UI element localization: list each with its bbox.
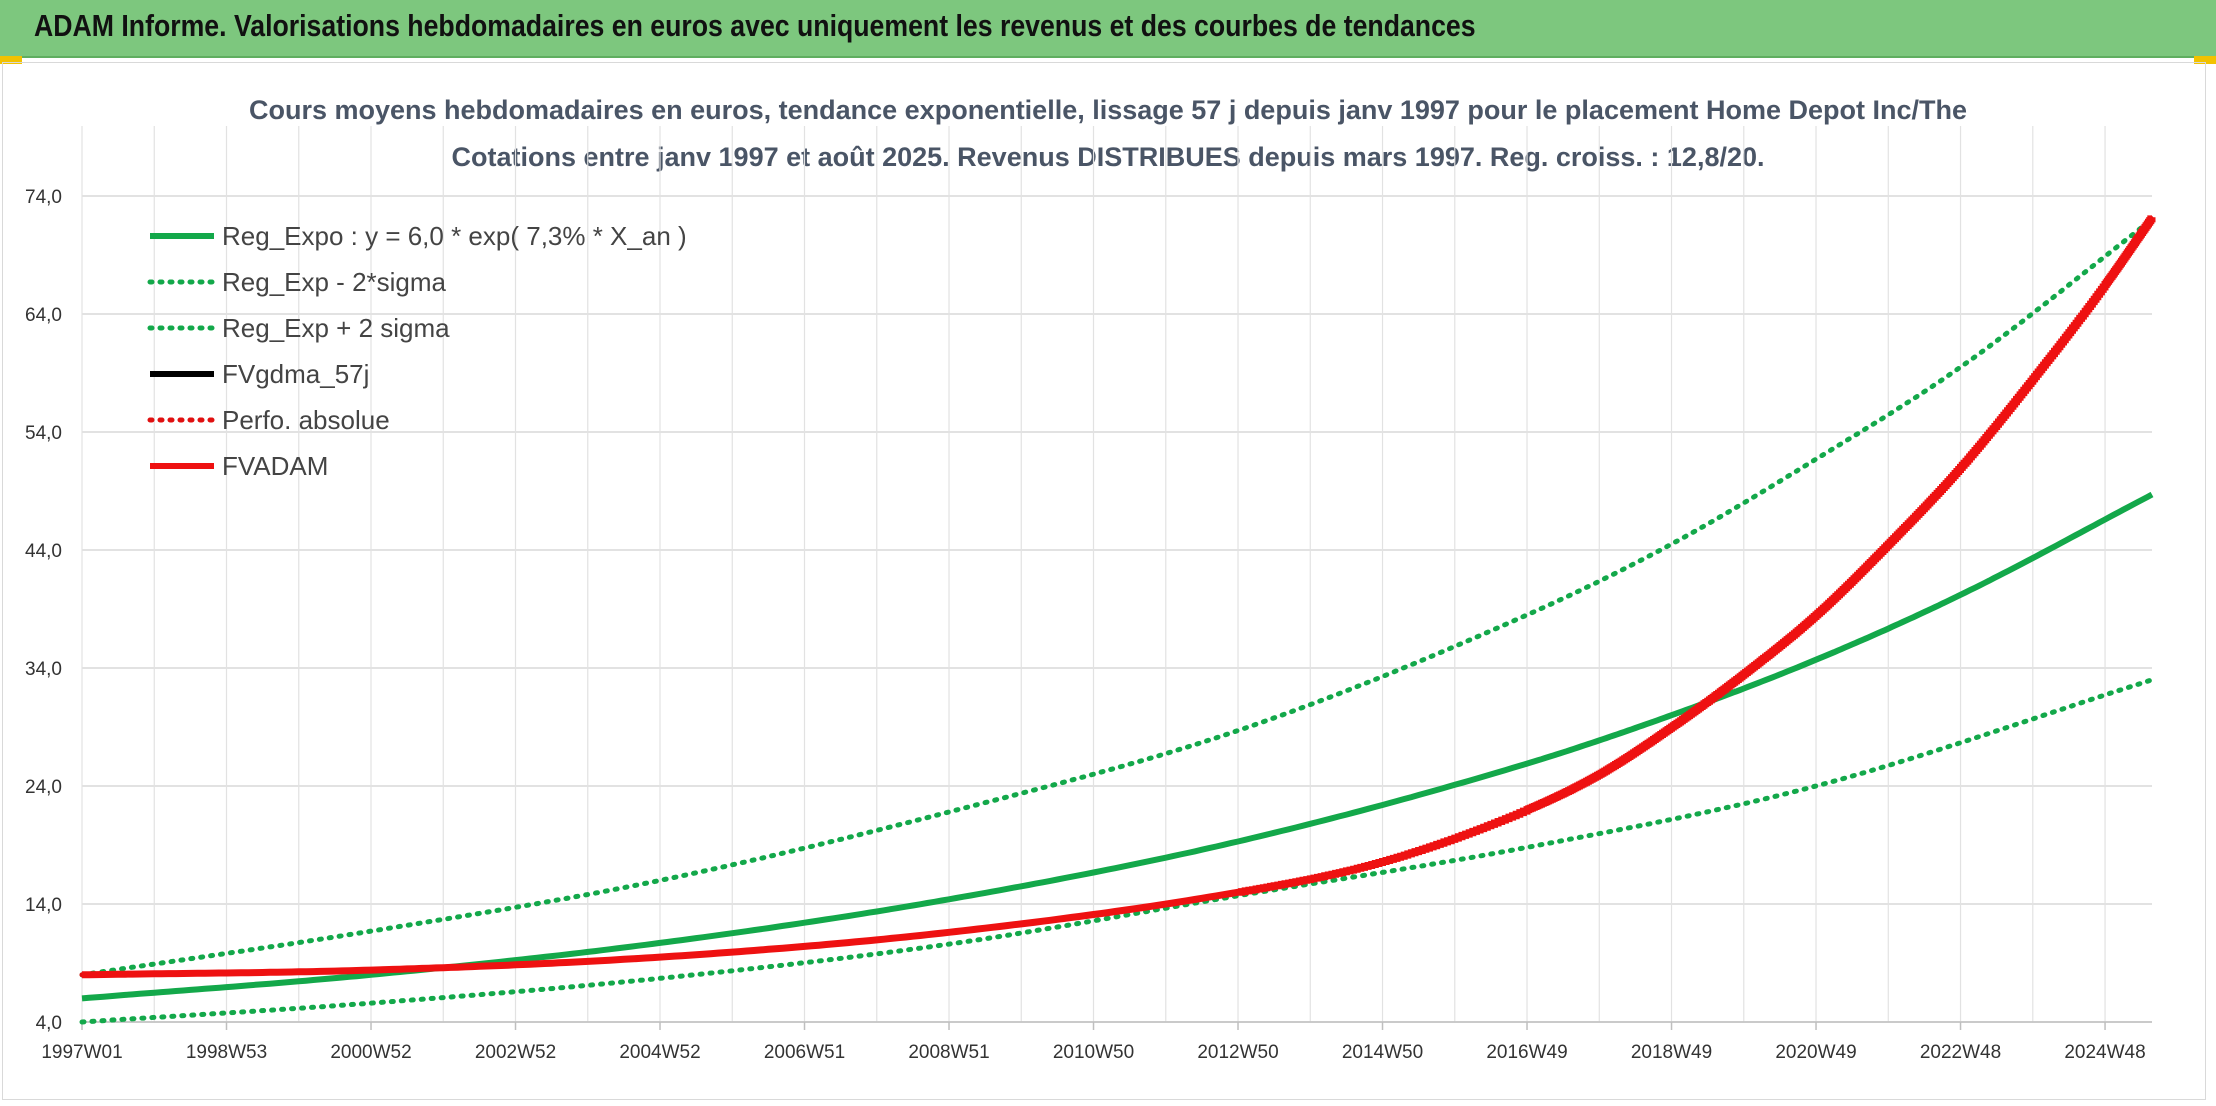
series-line-5 xyxy=(81,215,2156,979)
x-tick-label: 2018W49 xyxy=(1631,1042,1712,1063)
x-tick-label: 2008W51 xyxy=(908,1042,989,1063)
legend-label: FVADAM xyxy=(222,451,328,481)
x-tick-label: 2020W49 xyxy=(1775,1042,1856,1063)
x-tick-label: 2002W52 xyxy=(475,1042,556,1063)
axes: 4,0 14,0 24,0 34,0 44,0 54,0 64,0 74,0 1997W01 19… xyxy=(25,187,2152,1063)
series-layer xyxy=(79,214,2156,1025)
y-tick-label: 64,0 xyxy=(25,305,62,326)
header-bar: ADAM Informe. Valorisations hebdomadaire… xyxy=(0,0,2216,58)
x-tick-label: 2004W52 xyxy=(619,1042,700,1063)
y-tick-label: 54,0 xyxy=(25,423,62,444)
page-title: ADAM Informe. Valorisations hebdomadaire… xyxy=(34,8,1476,43)
series-line-0 xyxy=(81,491,2154,1002)
chart-title: Cours moyens hebdomadaires en euros, ten… xyxy=(249,95,1967,125)
x-tick-label: 2010W50 xyxy=(1053,1042,1134,1063)
x-tick-label: 2000W52 xyxy=(330,1042,411,1063)
chart-subtitle: Cotations entre janv 1997 et août 2025. … xyxy=(451,142,1764,172)
grid xyxy=(81,126,2152,1023)
x-tick-label: 2006W51 xyxy=(764,1042,845,1063)
y-tick-label: 44,0 xyxy=(25,541,62,562)
x-tick-label: 2022W48 xyxy=(1920,1042,2001,1063)
x-tick-label: 2014W50 xyxy=(1342,1042,1423,1063)
legend-label: Perfo. absolue xyxy=(222,405,390,435)
y-tick-label: 34,0 xyxy=(25,659,62,680)
legend-label: Reg_Exp - 2*sigma xyxy=(222,267,447,297)
y-tick-label: 4,0 xyxy=(36,1013,62,1034)
legend-label: Reg_Exp + 2 sigma xyxy=(222,313,450,343)
series-line-1 xyxy=(79,677,2155,1025)
y-tick-label: 74,0 xyxy=(25,187,62,208)
corner-marker-right xyxy=(2194,56,2216,64)
x-tick-label: 2012W50 xyxy=(1197,1042,1278,1063)
chart-frame xyxy=(2,62,2206,1100)
x-tick-label: 1997W01 xyxy=(41,1042,122,1063)
y-tick-label: 14,0 xyxy=(25,895,62,916)
x-tick-label: 2024W48 xyxy=(2064,1042,2145,1063)
x-tick-label: 1998W53 xyxy=(186,1042,267,1063)
legend: Reg_Expo : y = 6,0 * exp( 7,3% * X_an ) R… xyxy=(147,221,687,481)
x-tick-label: 2016W49 xyxy=(1486,1042,1567,1063)
y-tick-label: 24,0 xyxy=(25,777,62,798)
corner-marker-left xyxy=(0,56,22,64)
legend-label: Reg_Expo : y = 6,0 * exp( 7,3% * X_an ) xyxy=(222,221,687,251)
series-line-2 xyxy=(79,217,2155,978)
legend-label: FVgdma_57j xyxy=(222,359,369,389)
